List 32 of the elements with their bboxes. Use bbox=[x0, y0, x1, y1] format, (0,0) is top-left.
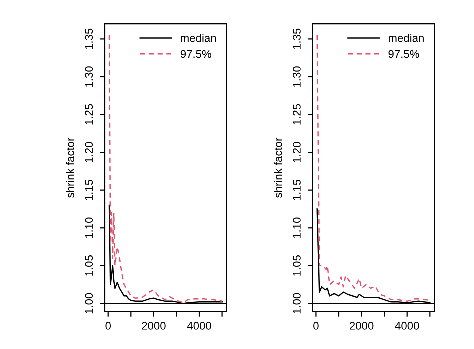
y-axis-title: shrink factor bbox=[274, 138, 282, 198]
y-tick-label: 1.30 bbox=[85, 66, 94, 87]
y-tick-label: 1.15 bbox=[293, 180, 301, 200]
y-tick-label: 1.35 bbox=[293, 28, 301, 50]
line-series bbox=[316, 34, 431, 302]
y-tick-label: 1.20 bbox=[293, 142, 301, 163]
line-series bbox=[108, 34, 223, 304]
x-tick-label: 0 bbox=[106, 322, 112, 330]
x-tick-label: 4000 bbox=[395, 322, 420, 330]
legend-label: median bbox=[388, 34, 424, 42]
x-tick-label: 2000 bbox=[350, 322, 374, 330]
x-tick-label: 4000 bbox=[187, 322, 212, 330]
y-tick-label: 1.20 bbox=[85, 142, 94, 163]
line-series bbox=[108, 204, 223, 304]
y-tick-label: 1.00 bbox=[85, 293, 94, 314]
y-tick-label: 1.10 bbox=[85, 218, 94, 238]
y-tick-label: 1.05 bbox=[293, 256, 301, 276]
y-axis-title: shrink factor bbox=[66, 138, 74, 198]
y-tick-label: 1.15 bbox=[85, 180, 94, 200]
y-tick-label: 1.25 bbox=[293, 104, 301, 125]
y-tick-label: 1.25 bbox=[85, 104, 94, 125]
legend-label: 97.5% bbox=[388, 50, 420, 58]
legend-label: median bbox=[181, 34, 216, 42]
y-tick-label: 1.35 bbox=[85, 28, 94, 50]
y-tick-label: 1.30 bbox=[293, 66, 301, 87]
x-tick-label: 0 bbox=[314, 322, 319, 330]
legend-label: 97.5% bbox=[180, 50, 212, 58]
y-tick-label: 1.10 bbox=[293, 218, 301, 238]
line-series bbox=[316, 208, 431, 304]
x-tick-label: 2000 bbox=[142, 322, 166, 330]
y-tick-label: 1.00 bbox=[293, 293, 301, 314]
y-tick-label: 1.05 bbox=[85, 256, 94, 276]
